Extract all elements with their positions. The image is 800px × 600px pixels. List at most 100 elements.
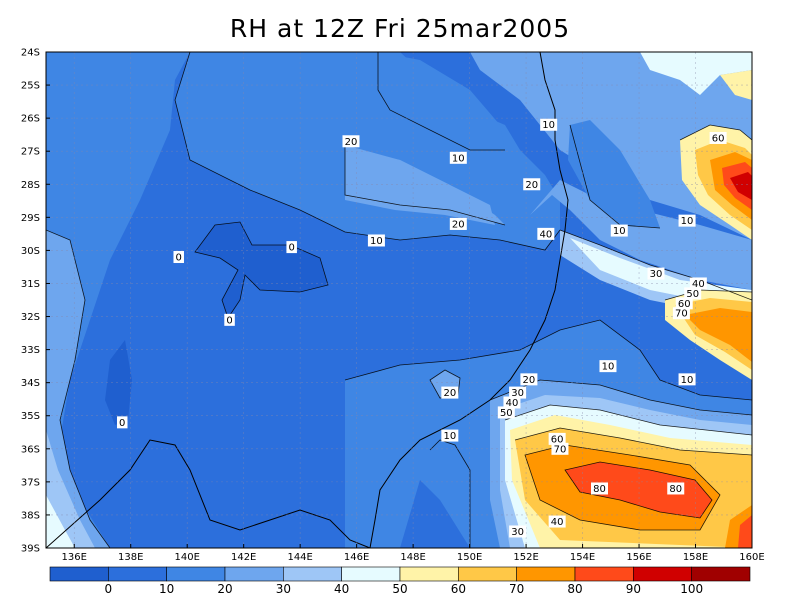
contour-label: 40: [503, 396, 521, 409]
contour-label-text: 20: [523, 375, 536, 386]
contour-label-bg: [449, 151, 467, 164]
colorbar-label: 0: [105, 582, 113, 596]
contour-label-text: 40: [692, 279, 705, 290]
contour-label-bg: [551, 442, 569, 455]
contour-label-text: 20: [345, 137, 358, 148]
contour-label: 10: [449, 151, 467, 164]
contour-label-text: 20: [525, 180, 538, 191]
lat-tick-label: 32S: [21, 312, 40, 323]
map-frame: [45, 51, 753, 549]
colorbar-label: 40: [334, 582, 349, 596]
lat-tick-label: 35S: [21, 411, 40, 422]
colorbar-label: 70: [509, 582, 524, 596]
contour-label-bg: [678, 214, 696, 227]
lat-tick-label: 37S: [21, 477, 40, 488]
colorbar-swatch: [516, 566, 576, 582]
lon-tick-label: 158E: [683, 552, 708, 563]
lon-tick-label: 156E: [626, 552, 651, 563]
contour-label-bg: [591, 482, 609, 495]
contour-label: 10: [599, 360, 617, 373]
colorbar-swatch: [283, 566, 342, 582]
lat-tick-label: 28S: [21, 180, 40, 191]
contour-label-bg: [610, 224, 628, 237]
colorbar-swatch: [341, 566, 401, 582]
contour-label: 10: [367, 234, 385, 247]
colorbar: 0 10 20 30 40 50 60 70 80 90 100: [49, 566, 751, 596]
colorbar-swatch: [633, 566, 692, 582]
contour-label: 0: [116, 416, 128, 429]
colorbar-swatch: [691, 566, 751, 582]
colorbar-label: 60: [451, 582, 466, 596]
contour-label: 50: [684, 287, 702, 300]
contour-label-text: 10: [452, 153, 465, 164]
contour-label: 20: [449, 217, 467, 230]
contour-label: 10: [540, 118, 558, 131]
contour-label-text: 60: [551, 434, 564, 445]
lat-tick-label: 33S: [21, 345, 40, 356]
contour-label-text: 10: [443, 431, 456, 442]
contour-label-text: 10: [370, 236, 383, 247]
contour-label-bg: [286, 241, 297, 254]
map-title: RH at 12Z Fri 25mar2005: [229, 14, 571, 43]
lat-tick-label: 34S: [21, 378, 40, 389]
contour-label: 40: [537, 227, 555, 240]
contour-label: 60: [548, 432, 566, 445]
colorbar-label: 90: [626, 582, 641, 596]
contour-label: 40: [548, 515, 566, 528]
contour-label-bg: [709, 131, 727, 144]
colorbar-swatch: [458, 566, 517, 582]
lon-tick-label: 154E: [570, 552, 595, 563]
contour-label-bg: [548, 432, 566, 445]
contour-label-bg: [441, 386, 459, 399]
lat-tick-label: 31S: [21, 279, 40, 290]
contour-label: 20: [342, 135, 360, 148]
contour-label-text: 60: [712, 133, 725, 144]
lat-tick-label: 38S: [21, 510, 40, 521]
contour-label-text: 40: [551, 517, 564, 528]
contour-label-text: 10: [681, 216, 694, 227]
rh-band-10-20-west: [46, 52, 190, 548]
latitude-axis: 24S 25S 26S 27S 28S 29S 30S 31S 32S 33S 34S 35S 36S 3…: [21, 48, 50, 555]
contour-label-text: 10: [602, 362, 615, 373]
contour-label: 0: [173, 251, 184, 264]
rh-band-20-30-blob2: [345, 150, 495, 225]
contour-label-text: 30: [511, 527, 524, 538]
coastline: [46, 52, 569, 548]
contour-label-bg: [116, 416, 128, 429]
contour-label: 30: [509, 386, 527, 399]
contour-label: 20: [441, 386, 459, 399]
contour-label-bg: [523, 178, 541, 191]
contour-label-bg: [678, 373, 696, 386]
contour-label-text: 80: [669, 484, 682, 495]
contour-label-text: 70: [675, 309, 688, 320]
colorbar-label: 20: [217, 582, 232, 596]
contour-label: 50: [497, 406, 515, 419]
contour-label-text: 10: [613, 226, 626, 237]
contour-label: 80: [591, 482, 609, 495]
contour-label-text: 30: [511, 388, 524, 399]
contour-label-bg: [667, 482, 685, 495]
contour-label-text: 30: [650, 269, 663, 280]
contour-label-text: 10: [542, 120, 555, 131]
contour-label: 80: [667, 482, 685, 495]
contour-label: 0: [286, 241, 297, 254]
contour-label: 10: [610, 224, 628, 237]
contour-label-bg: [441, 429, 459, 442]
rh-band-under-0-central: [195, 222, 328, 318]
lon-tick-label: 144E: [287, 552, 312, 563]
contour-label-bg: [497, 406, 515, 419]
contour-label-text: 0: [289, 243, 295, 254]
contour-label: 20: [520, 373, 538, 386]
contour-label-bg: [503, 396, 521, 409]
contour-label-text: 20: [452, 219, 465, 230]
colorbar-label: 50: [392, 582, 407, 596]
contour-label-bg: [224, 313, 235, 326]
colorbar-swatch: [108, 566, 167, 582]
contour-label-bg: [599, 360, 617, 373]
contour-label-bg: [672, 307, 690, 320]
contour-label: 30: [509, 525, 527, 538]
colorbar-label: 30: [276, 582, 291, 596]
colorbar-swatch: [224, 566, 284, 582]
rh-band-80-90-se-corner: [738, 515, 752, 548]
